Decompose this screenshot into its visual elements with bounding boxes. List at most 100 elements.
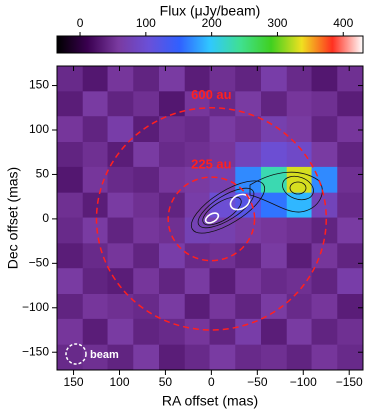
heatmap-cell (57, 294, 84, 321)
heatmap-cell (82, 268, 109, 295)
heatmap-cell (57, 268, 84, 295)
y-tick-label: 50 (36, 167, 50, 181)
heatmap-cell (133, 344, 160, 370)
heatmap-cell (82, 318, 109, 346)
heatmap-cell (159, 268, 186, 295)
heatmap-cell (133, 91, 160, 118)
heatmap (57, 66, 363, 370)
heatmap-cell (57, 243, 84, 270)
heatmap-cell (337, 243, 363, 270)
heatmap-cell (107, 166, 134, 194)
beam (65, 343, 87, 365)
heatmap-cell (337, 166, 363, 194)
heatmap-cell (286, 217, 313, 244)
heatmap-cell (311, 318, 338, 346)
heatmap-cell (82, 192, 109, 219)
heatmap-cell (57, 116, 84, 143)
heatmap-cell (311, 243, 338, 270)
heatmap-cell (311, 91, 338, 118)
heatmap-cell (261, 116, 288, 143)
heatmap-cell (286, 116, 313, 143)
heatmap-cell (184, 66, 211, 92)
y-tick-label: −50 (29, 256, 50, 270)
heatmap-cell (133, 243, 160, 270)
annotation-label: 600 au (191, 87, 232, 102)
heatmap-cell (261, 217, 288, 244)
heatmap-cell (133, 318, 160, 346)
heatmap-cell (57, 217, 84, 244)
heatmap-cell (133, 268, 160, 295)
heatmap-cell (209, 66, 236, 92)
heatmap-cell (159, 166, 186, 194)
heatmap-cell (261, 268, 288, 295)
heatmap-cell (235, 318, 262, 346)
y-tick-label: 150 (29, 78, 49, 92)
x-tick-label: −50 (247, 375, 268, 389)
contours (190, 171, 323, 234)
heatmap-cell (337, 344, 363, 370)
x-tick-label: 50 (159, 375, 173, 389)
heatmap-cell (57, 166, 84, 194)
heatmap-cell (311, 294, 338, 321)
x-tick-label: −100 (290, 375, 317, 389)
heatmap-cell (261, 294, 288, 321)
heatmap-cell (286, 268, 313, 295)
heatmap-cell (82, 66, 109, 92)
heatmap-cell (235, 243, 262, 270)
heatmap-cell (159, 91, 186, 118)
heatmap-cell (159, 217, 186, 244)
heatmap-cell (286, 344, 313, 370)
heatmap-cell (57, 192, 84, 219)
heatmap-cell (235, 344, 262, 370)
heatmap-cell (209, 344, 236, 370)
heatmap-cell (159, 344, 186, 370)
heatmap-cell (235, 91, 262, 118)
heatmap-cell (82, 116, 109, 143)
x-tick-label: 150 (64, 375, 84, 389)
heatmap-cell (209, 91, 236, 118)
heatmap-cell (159, 142, 186, 169)
colorbar-tick-label: 400 (333, 16, 353, 30)
heatmap-cell (159, 243, 186, 270)
annotation-label: 225 au (191, 157, 232, 172)
heatmap-cell (311, 66, 338, 92)
colorbar-tick-label: 300 (267, 16, 287, 30)
heatmap-cell (337, 318, 363, 346)
heatmap-cell (261, 192, 288, 219)
heatmap-cell (337, 294, 363, 321)
y-tick-label: 0 (42, 211, 49, 225)
y-tick-label: 100 (29, 122, 49, 136)
colorbar-tick-label: 200 (202, 16, 222, 30)
heatmap-cell (261, 243, 288, 270)
heatmap-cell (235, 142, 262, 169)
heatmap-cell (209, 318, 236, 346)
x-tick-label: 0 (208, 375, 215, 389)
heatmap-cell (286, 166, 313, 194)
heatmap-cell (311, 268, 338, 295)
heatmap-cell (209, 268, 236, 295)
heatmap-cell (209, 166, 236, 194)
annotation-circle (167, 176, 256, 262)
heatmap-cell (337, 268, 363, 295)
heatmap-cell (286, 318, 313, 346)
heatmap-cell (82, 243, 109, 270)
heatmap-cell (209, 116, 236, 143)
colorbar-label: Flux (μJy/beam) (160, 3, 261, 19)
heatmap-cell (261, 142, 288, 169)
y-tick-label: −100 (22, 300, 49, 314)
heatmap-cell (184, 192, 211, 219)
plot-frame (56, 65, 364, 371)
heatmap-cell (107, 318, 134, 346)
heatmap-cell (261, 66, 288, 92)
heatmap-cell (184, 116, 211, 143)
heatmap-cell (235, 268, 262, 295)
heatmap-cell (261, 344, 288, 370)
heatmap-cell (337, 116, 363, 143)
heatmap-cell (337, 66, 363, 92)
colorbar-tick-label: 100 (136, 16, 156, 30)
heatmap-cell (184, 268, 211, 295)
heatmap-cell (107, 91, 134, 118)
x-tick-label: 100 (109, 375, 129, 389)
y-tick-label: −150 (22, 344, 49, 358)
y-axis-label: Dec offset (mas) (5, 167, 21, 269)
